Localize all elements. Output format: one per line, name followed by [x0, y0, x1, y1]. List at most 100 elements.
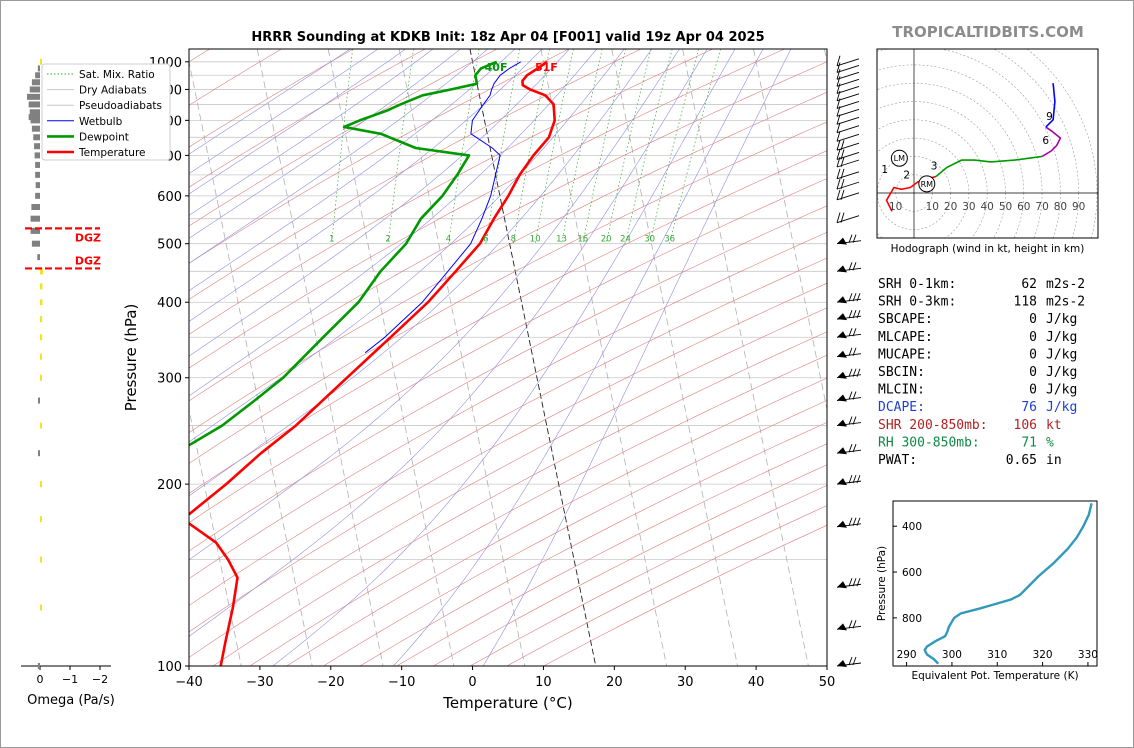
omega-bar [40, 268, 43, 275]
mixing-ratio-line [561, 49, 603, 244]
barb-flag [852, 310, 857, 319]
legend-label: Dry Adiabats [79, 85, 147, 97]
mixing-ratio-line [582, 49, 626, 244]
index-label: SRH 0-3km: [878, 295, 956, 310]
wind-barb [836, 656, 862, 667]
omega-bar [34, 152, 40, 159]
hodograph-height-label: 2 [903, 170, 910, 182]
theta-e-x-tick-label: 290 [897, 649, 917, 661]
omega-bar [37, 254, 40, 261]
theta-e-x-label: Equivalent Pot. Temperature (K) [911, 670, 1078, 682]
barb-staff [836, 101, 860, 109]
dry-adiabat [396, 443, 827, 666]
x-tick-label: 40 [748, 675, 765, 690]
index-row: MUCAPE: 0 J/kg [878, 347, 1077, 362]
theta-e-y-tick-label: 600 [902, 567, 922, 579]
hodograph-ring-label: 60 [1017, 201, 1030, 213]
barb-pennant [837, 371, 847, 379]
barb-staff [836, 192, 860, 201]
index-row: SBCAPE: 0 J/kg [878, 312, 1077, 327]
barb-flag [840, 168, 845, 179]
wind-barb [836, 131, 860, 142]
wind-barb [836, 114, 860, 125]
omega-bar [40, 299, 43, 306]
pseudoadiabat [189, 49, 680, 561]
barb-flag [856, 310, 861, 319]
hodograph-ring-label: 10 [889, 201, 902, 213]
barb-flag [836, 122, 841, 133]
mixing-ratio-label: 13 [556, 235, 567, 245]
wind-barb [836, 416, 862, 427]
dry-adiabat [189, 49, 570, 264]
barb-pennant [837, 478, 847, 486]
index-unit: J/kg [1046, 347, 1077, 362]
hodograph-trace [1041, 126, 1062, 158]
index-value: 118 [1014, 295, 1037, 310]
barb-pennant [837, 394, 847, 402]
barb-pennant [837, 350, 847, 358]
barb-flag [856, 293, 861, 302]
wind-barb [836, 328, 862, 339]
index-unit: J/kg [1046, 365, 1077, 380]
omega-axis-label: Omega (Pa/s) [27, 693, 115, 708]
barb-staff [836, 151, 860, 160]
barb-flag [856, 368, 861, 377]
index-label: MUCAPE: [878, 347, 933, 362]
barb-flag [848, 234, 853, 243]
index-row: SBCIN: 0 J/kg [878, 365, 1077, 380]
omega-bar [40, 374, 42, 381]
wind-barb [836, 391, 862, 402]
mixing-ratio-label: 20 [601, 235, 612, 245]
barb-flag [836, 55, 841, 66]
index-label: RH 300-850mb: [878, 435, 980, 450]
barb-flag [836, 69, 841, 80]
x-tick-label: 20 [606, 675, 623, 690]
omega-tick-label: −2 [92, 673, 108, 686]
dry-adiabat [286, 377, 827, 666]
isotherm-line [540, 49, 668, 666]
dry-adiabat [189, 49, 785, 369]
mixing-ratio-label: 4 [446, 235, 451, 245]
isotherm-line [327, 49, 455, 666]
dry-adiabat [189, 49, 642, 300]
wind-barb [836, 517, 862, 528]
y-tick-label: 600 [157, 190, 182, 205]
index-label: MLCIN: [878, 383, 925, 398]
omega-bar [38, 450, 40, 457]
barb-pennant [837, 265, 847, 273]
storm-motion-marker [918, 175, 936, 193]
barb-flag [836, 76, 841, 87]
barb-flag [848, 293, 853, 302]
dry-adiabat [189, 61, 827, 402]
isotherm-line [189, 59, 313, 666]
barb-flag [848, 416, 853, 425]
barb-flag [852, 293, 857, 302]
barb-flag [852, 368, 857, 377]
barb-staff [836, 71, 860, 80]
skew-t-body [189, 49, 827, 666]
index-value: 0 [1029, 347, 1037, 362]
theta-e-x-tick-label: 320 [1033, 649, 1053, 661]
mixing-ratio-line [649, 49, 700, 244]
mixing-ratio-line [669, 49, 721, 244]
index-unit: in [1046, 453, 1062, 468]
barb-flag [848, 578, 853, 587]
index-unit: J/kg [1046, 400, 1077, 415]
omega-bar [29, 86, 40, 93]
dry-adiabat [189, 150, 827, 494]
mixing-ratio-label: 8 [511, 235, 516, 245]
index-row: MLCAPE: 0 J/kg [878, 330, 1077, 345]
barb-pennant [837, 419, 847, 427]
omega-bar [40, 353, 42, 360]
dgz-label: DGZ [75, 254, 101, 267]
skew-t-plot: 124681013162024303651F40F100090080070060… [122, 48, 862, 712]
wind-barb [836, 293, 862, 304]
pseudoadiabat [393, 49, 764, 666]
barb-flag [848, 368, 853, 377]
omega-bar [34, 143, 40, 150]
dry-adiabat [189, 49, 426, 188]
storm-motion-label: LM [894, 154, 905, 163]
theta-e-y-tick-label: 400 [902, 521, 922, 533]
mixing-ratio-label: 1 [329, 235, 334, 245]
